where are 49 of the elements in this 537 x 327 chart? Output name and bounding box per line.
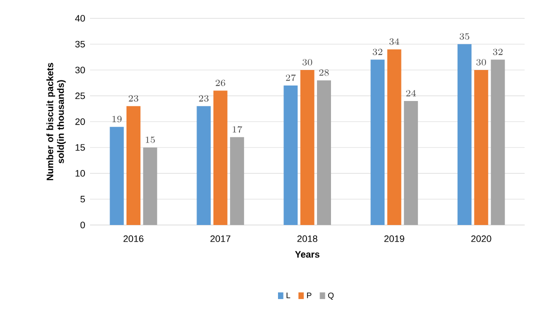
bar bbox=[196, 106, 211, 225]
y-axis-title: Number of biscuit packets sold(in thousands) bbox=[46, 62, 66, 180]
x-tick-label: 2019 bbox=[384, 235, 404, 242]
x-axis-title: Years bbox=[295, 251, 320, 258]
data-label: 27 bbox=[286, 74, 296, 81]
x-tick-label: 2020 bbox=[471, 235, 492, 242]
data-label: 35 bbox=[460, 33, 470, 40]
bar bbox=[230, 137, 244, 225]
bar bbox=[213, 90, 228, 225]
bar bbox=[404, 100, 418, 225]
bar bbox=[474, 70, 488, 225]
data-label: 24 bbox=[406, 90, 416, 96]
bar bbox=[387, 49, 402, 225]
bar bbox=[458, 44, 472, 225]
data-label: 28 bbox=[319, 69, 329, 76]
bar bbox=[490, 60, 505, 225]
bar bbox=[370, 60, 385, 225]
y-tick-label: 5 bbox=[80, 196, 85, 202]
data-label: 15 bbox=[146, 136, 155, 143]
bar bbox=[110, 126, 124, 225]
x-tick-label: 2016 bbox=[124, 235, 144, 242]
bar bbox=[284, 85, 298, 225]
bar bbox=[126, 106, 140, 225]
legend-label: L bbox=[286, 292, 290, 298]
bar bbox=[300, 70, 314, 225]
data-label: 23 bbox=[128, 95, 138, 102]
y-tick-label: 10 bbox=[76, 170, 85, 177]
data-label: 17 bbox=[232, 126, 242, 133]
data-label: 30 bbox=[476, 59, 486, 66]
y-tick-label: 30 bbox=[75, 66, 85, 74]
legend-label: Q bbox=[328, 292, 334, 300]
y-tick-label: 35 bbox=[75, 40, 85, 48]
legend-label: P bbox=[307, 292, 312, 298]
data-label: 19 bbox=[112, 116, 122, 122]
y-tick-label: 15 bbox=[76, 144, 85, 151]
x-tick-label: 2018 bbox=[297, 235, 318, 242]
y-tick-label: 0 bbox=[80, 222, 85, 228]
y-tick-label: 40 bbox=[75, 15, 85, 22]
x-tick-label: 2017 bbox=[210, 235, 230, 242]
data-label: 26 bbox=[216, 80, 226, 86]
data-label: 32 bbox=[493, 48, 503, 56]
data-label: 30 bbox=[302, 59, 312, 66]
data-label: 34 bbox=[389, 38, 400, 45]
y-tick-label: 20 bbox=[75, 118, 85, 125]
data-label: 23 bbox=[199, 95, 209, 102]
bar bbox=[316, 80, 331, 225]
y-tick-label: 25 bbox=[75, 92, 85, 100]
bar bbox=[143, 147, 158, 225]
data-label: 32 bbox=[372, 48, 382, 56]
